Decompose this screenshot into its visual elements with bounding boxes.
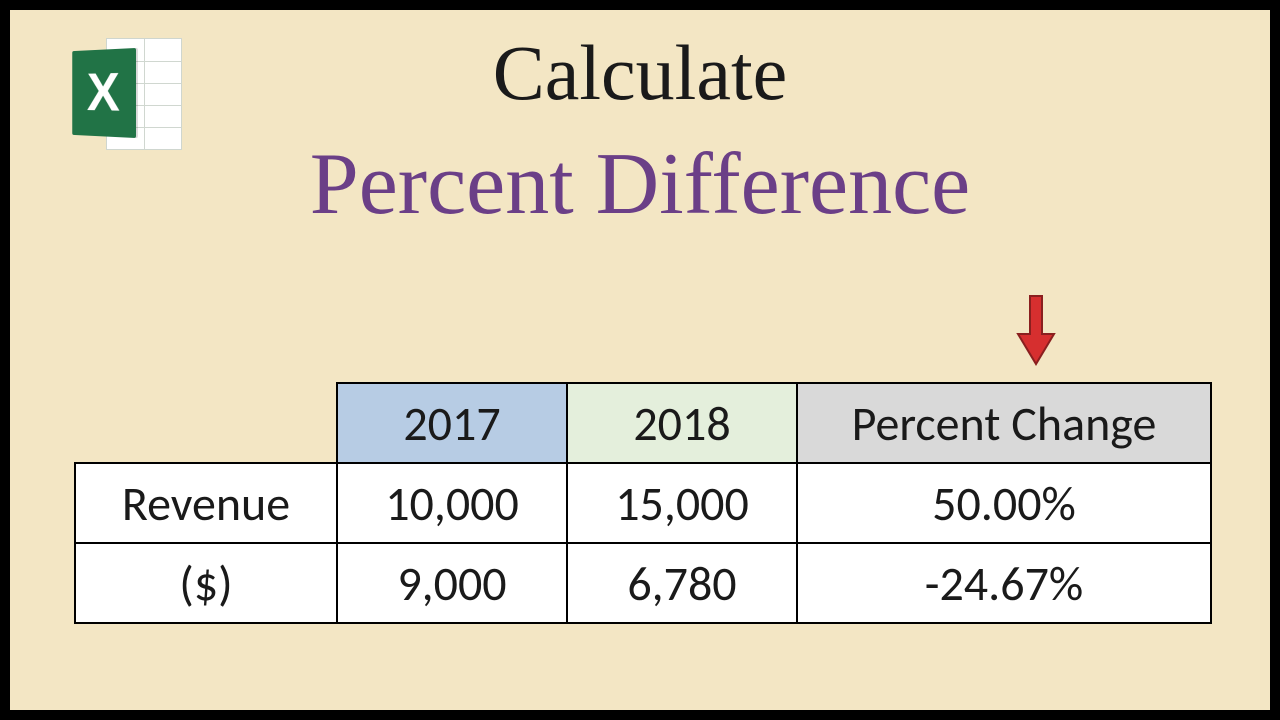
col-header-2017: 2017 — [337, 383, 567, 463]
title-line-1: Calculate — [10, 28, 1270, 118]
cell-pct-row1: 50.00% — [797, 463, 1211, 543]
cell-2018-row1: 15,000 — [567, 463, 797, 543]
table-row: Revenue 10,000 15,000 50.00% — [75, 463, 1211, 543]
table-header-row: 2017 2018 Percent Change — [75, 383, 1211, 463]
cell-pct-row2: -24.67% — [797, 543, 1211, 623]
cell-2017-row1: 10,000 — [337, 463, 567, 543]
table-row: ($) 9,000 6,780 -24.67% — [75, 543, 1211, 623]
slide-frame: X Calculate Percent Difference 2017 2018… — [0, 0, 1280, 720]
down-arrow-icon — [1016, 294, 1056, 366]
title-line-2: Percent Difference — [10, 134, 1270, 235]
percent-change-table: 2017 2018 Percent Change Revenue 10,000 … — [74, 382, 1212, 624]
down-arrow-path — [1018, 296, 1054, 364]
table-corner-blank — [75, 383, 337, 463]
cell-2017-row2: 9,000 — [337, 543, 567, 623]
row-header-line1: Revenue — [75, 463, 337, 543]
row-header-line2: ($) — [75, 543, 337, 623]
col-header-2018: 2018 — [567, 383, 797, 463]
cell-2018-row2: 6,780 — [567, 543, 797, 623]
col-header-percent-change: Percent Change — [797, 383, 1211, 463]
